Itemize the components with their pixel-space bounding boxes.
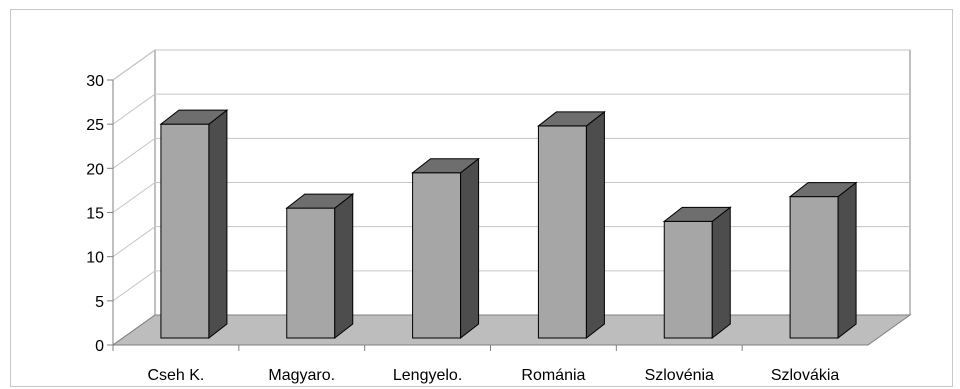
bar-front <box>160 123 210 339</box>
bar-front <box>537 125 587 339</box>
x-category-label: Románia <box>521 367 585 384</box>
bar <box>662 206 732 340</box>
y-tick-label: 25 <box>86 117 104 134</box>
bar-side <box>334 193 354 340</box>
bar <box>536 110 606 340</box>
y-tick-label: 30 <box>86 73 104 90</box>
bar-top <box>536 111 606 127</box>
bar-side <box>208 109 228 340</box>
gridline <box>112 270 910 302</box>
gridline <box>112 226 910 258</box>
bar-front <box>286 207 336 339</box>
bar-top <box>662 206 732 222</box>
bar-top <box>788 182 858 198</box>
x-category-label: Lengyelo. <box>393 367 462 384</box>
y-tick-label: 0 <box>95 338 104 355</box>
x-axis: Cseh K. Magyaro. Lengyelo. Románia Szlovénia… <box>112 344 868 384</box>
x-category-label: Magyaro. <box>268 367 335 384</box>
bar <box>411 157 481 340</box>
bar-side <box>711 206 731 340</box>
y-tick-label: 10 <box>86 250 104 267</box>
bar-top <box>159 109 229 125</box>
gridline <box>112 182 910 213</box>
bar-side <box>837 181 857 340</box>
bars <box>159 109 858 340</box>
gridline <box>112 49 910 81</box>
gridline <box>112 137 910 169</box>
y-tick-label: 20 <box>86 161 104 178</box>
bar-front <box>789 196 839 339</box>
x-category-label: Szlovákia <box>771 367 840 384</box>
bar <box>788 181 858 340</box>
x-category-label: Szlovénia <box>645 367 714 384</box>
bar-top <box>411 158 481 174</box>
y-axis: 0 5 10 15 20 25 30 <box>86 73 114 355</box>
x-category-label: Cseh K. <box>147 367 204 384</box>
bar-top <box>285 193 355 209</box>
bar <box>285 193 355 340</box>
gridline <box>112 93 910 125</box>
y-tick-label: 15 <box>86 206 104 223</box>
bar-side <box>585 110 605 340</box>
bar <box>159 109 229 340</box>
gridlines <box>112 49 910 302</box>
bar-front <box>663 220 713 339</box>
bar-side <box>460 157 480 340</box>
bar-front <box>412 172 462 339</box>
y-tick-label: 5 <box>95 294 104 311</box>
